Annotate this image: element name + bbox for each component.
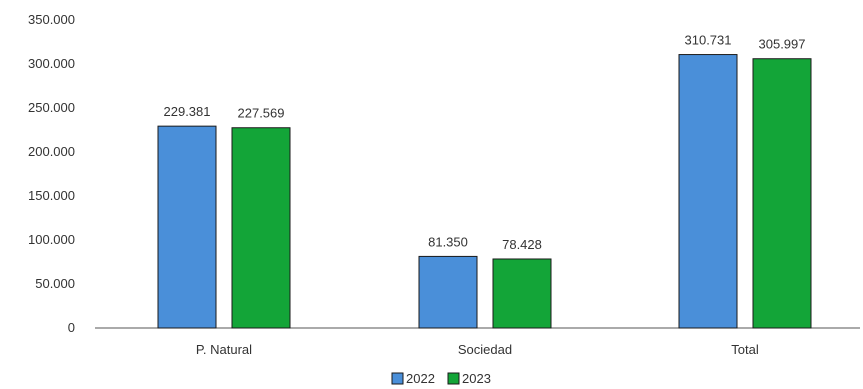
y-tick-label: 350.000 [28, 12, 75, 27]
y-axis-tick-labels: 0 50.000 100.000 150.000 200.000 250.000 300.0… [28, 12, 75, 335]
bar-2022-2 [678, 54, 738, 329]
y-tick-label: 50.000 [35, 276, 75, 291]
bar-2022-1 [418, 255, 478, 329]
y-tick-label: 150.000 [28, 188, 75, 203]
y-tick-label: 100.000 [28, 232, 75, 247]
data-label-2022-1: 81.350 [428, 234, 468, 249]
legend-swatch-2023 [447, 372, 460, 385]
bar-2023-2 [752, 58, 812, 329]
bar-2022-0 [157, 125, 217, 329]
y-tick-label: 250.000 [28, 100, 75, 115]
category-label: Total [731, 342, 759, 357]
bar-2023-1 [492, 258, 552, 329]
category-label: P. Natural [196, 342, 252, 357]
bars [157, 54, 812, 329]
y-tick-label: 200.000 [28, 144, 75, 159]
y-tick-label: 0 [68, 320, 75, 335]
data-label-2022-2: 310.731 [685, 33, 732, 48]
legend-label-2023: 2023 [462, 371, 491, 386]
legend-label-2022: 2022 [406, 371, 435, 386]
y-tick-label: 300.000 [28, 56, 75, 71]
data-label-2022-0: 229.381 [164, 104, 211, 119]
data-label-2023-0: 227.569 [238, 106, 285, 121]
category-labels: P. Natural Sociedad Total [196, 342, 759, 357]
category-label: Sociedad [458, 342, 512, 357]
data-label-2023-1: 78.428 [502, 237, 542, 252]
data-label-2023-2: 305.997 [759, 37, 806, 52]
data-labels: 229.381 227.569 81.350 78.428 310.731 305.997 [164, 33, 806, 252]
legend-swatch-2022 [391, 372, 404, 385]
bar-2023-0 [231, 127, 291, 329]
legend: 2022 2023 [391, 371, 491, 386]
